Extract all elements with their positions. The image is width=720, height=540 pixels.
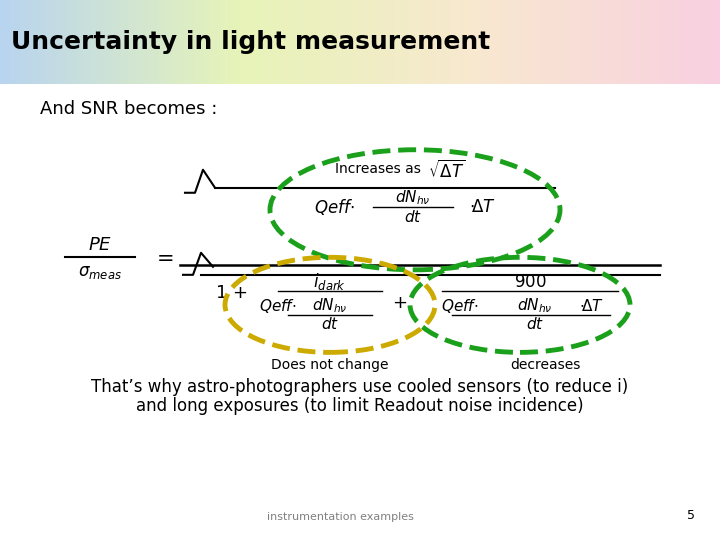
- Text: 5: 5: [687, 509, 695, 522]
- Text: $1\,+$: $1\,+$: [215, 284, 248, 302]
- Text: $=$: $=$: [152, 247, 174, 267]
- Text: $dt$: $dt$: [404, 209, 422, 225]
- Text: $dN_{h\nu}$: $dN_{h\nu}$: [395, 188, 431, 207]
- Text: $\cdot\!\Delta T$: $\cdot\!\Delta T$: [580, 298, 605, 314]
- Text: $PE$: $PE$: [88, 236, 112, 254]
- Text: $Qeff\!\cdot$: $Qeff\!\cdot$: [315, 197, 356, 217]
- Text: $i_{dark}$: $i_{dark}$: [313, 271, 346, 292]
- Text: and long exposures (to limit Readout noise incidence): and long exposures (to limit Readout noi…: [136, 397, 584, 415]
- Text: Uncertainty in light measurement: Uncertainty in light measurement: [11, 30, 490, 54]
- Text: $Qeff\!\cdot$: $Qeff\!\cdot$: [259, 297, 297, 315]
- Text: Increases as: Increases as: [335, 162, 421, 176]
- Text: $Qeff\!\cdot$: $Qeff\!\cdot$: [441, 297, 479, 315]
- Text: That’s why astro-photographers use cooled sensors (to reduce i): That’s why astro-photographers use coole…: [91, 378, 629, 396]
- Text: $900$: $900$: [513, 273, 546, 291]
- Text: $dt$: $dt$: [526, 316, 544, 332]
- Text: And SNR becomes :: And SNR becomes :: [40, 100, 217, 118]
- Text: Does not change: Does not change: [271, 358, 389, 372]
- Text: $dN_{h\nu}$: $dN_{h\nu}$: [312, 296, 348, 315]
- Text: $\sqrt{\Delta T}$: $\sqrt{\Delta T}$: [428, 160, 465, 182]
- Text: $+$: $+$: [392, 294, 408, 312]
- Text: decreases: decreases: [510, 358, 580, 372]
- Text: $\cdot\!\Delta T$: $\cdot\!\Delta T$: [469, 198, 497, 216]
- Text: $dt$: $dt$: [321, 316, 339, 332]
- Text: $\sigma_{meas}$: $\sigma_{meas}$: [78, 263, 122, 281]
- Text: instrumentation examples: instrumentation examples: [266, 512, 413, 522]
- Text: $dN_{h\nu}$: $dN_{h\nu}$: [517, 296, 553, 315]
